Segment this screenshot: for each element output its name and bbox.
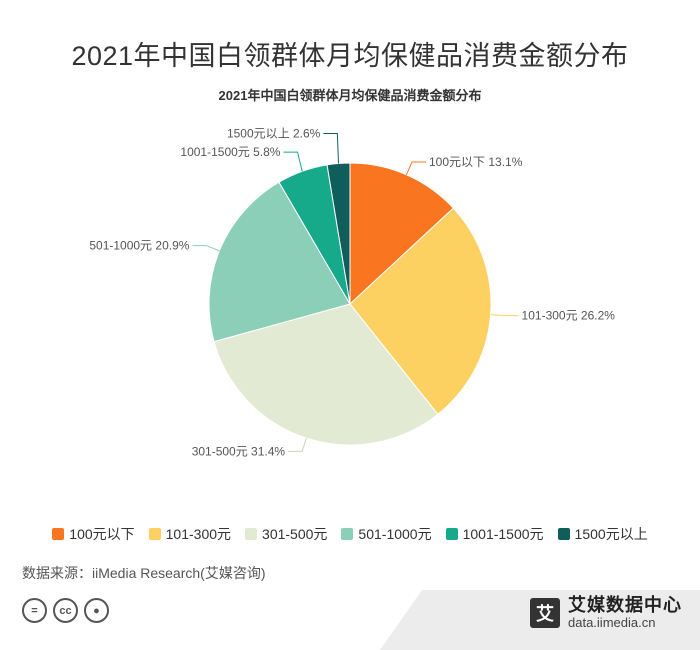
leader-line	[323, 133, 339, 164]
leader-line	[283, 151, 303, 172]
pie-slice	[213, 303, 439, 446]
slice-label: 100元以下 13.1%	[429, 155, 523, 169]
brand-logo-icon: 艾	[530, 598, 560, 629]
person-icon: ●	[84, 598, 109, 623]
slice-label: 1001-1500元 5.8%	[180, 145, 280, 159]
legend-label: 1001-1500元	[462, 526, 544, 542]
legend-label: 101-300元	[165, 526, 232, 542]
brand: 艾 艾媒数据中心 data.iimedia.cn	[530, 595, 682, 630]
brand-url: data.iimedia.cn	[568, 614, 656, 630]
slice-label: 501-1000元 20.9%	[89, 239, 189, 253]
legend-item: 301-500元	[245, 524, 327, 544]
chart-title: 2021年中国白领群体月均保健品消费金额分布	[218, 88, 482, 103]
legend-item: 101-300元	[148, 524, 232, 544]
legend-label: 1500元以上	[574, 526, 648, 542]
legend-item: 1001-1500元	[445, 524, 544, 544]
pie-slice	[349, 162, 455, 306]
pie-chart: 100元以下 13.1% 101-300元 26.2% 301-500元 31.4%…	[89, 127, 616, 459]
legend-swatch	[52, 528, 65, 540]
legend: 100元以下 101-300元 301-500元 501-1000元 1001-…	[0, 524, 700, 544]
slice-label: 301-500元 31.4%	[192, 444, 286, 458]
cc-icon: cc	[53, 598, 78, 623]
leader-line	[288, 437, 307, 452]
legend-swatch	[245, 528, 258, 540]
brand-name: 艾媒数据中心	[568, 595, 682, 615]
legend-label: 100元以下	[69, 526, 135, 542]
slice-label: 101-300元 26.2%	[522, 309, 616, 323]
legend-swatch	[341, 528, 354, 540]
legend-label: 301-500元	[262, 526, 328, 542]
pie-slice	[349, 207, 492, 416]
slice-label: 1500元以上 2.6%	[227, 127, 321, 141]
legend-item: 501-1000元	[341, 524, 432, 544]
leader-line	[490, 314, 519, 317]
pie-slice	[208, 181, 351, 343]
legend-item: 100元以下	[52, 524, 135, 544]
legend-swatch	[445, 528, 458, 540]
page-title: 2021年中国白领群体月均保健品消费金额分布	[71, 41, 629, 71]
equals-icon: =	[22, 598, 47, 623]
leader-line	[192, 245, 220, 252]
legend-label: 501-1000元	[358, 526, 432, 542]
legend-swatch	[557, 528, 570, 540]
data-source: 数据来源：iiMedia Research(艾媒咨询)	[22, 565, 266, 581]
brand-text: 艾媒数据中心 data.iimedia.cn	[568, 595, 682, 630]
license-icons: = cc ●	[22, 598, 109, 623]
legend-item: 1500元以上	[557, 524, 648, 544]
leader-line	[405, 161, 427, 175]
legend-swatch	[148, 528, 161, 540]
